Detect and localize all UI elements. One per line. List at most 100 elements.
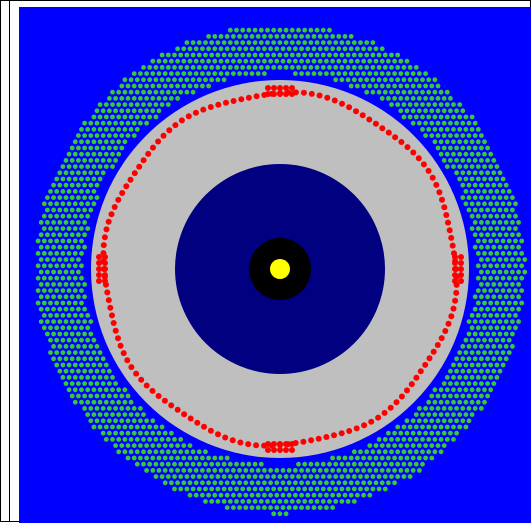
green-dot-icon — [60, 275, 66, 281]
green-dot-icon — [156, 443, 162, 448]
green-dot-icon — [63, 282, 69, 287]
green-dot-icon — [513, 275, 518, 281]
green-dot-icon — [479, 356, 484, 362]
green-dot-icon — [448, 145, 453, 151]
green-dot-icon — [57, 170, 63, 176]
green-dot-icon — [432, 102, 438, 107]
green-dot-icon — [497, 232, 503, 238]
green-dot-icon — [370, 77, 376, 83]
red-dot-icon — [96, 260, 102, 266]
green-dot-icon — [88, 145, 94, 151]
green-dot-icon — [482, 300, 487, 306]
green-dot-icon — [469, 127, 475, 132]
red-dot-icon — [178, 117, 185, 124]
green-dot-icon — [45, 207, 50, 213]
green-dot-icon — [438, 387, 444, 393]
red-dot-icon — [271, 85, 277, 91]
green-dot-icon — [466, 207, 472, 213]
green-dot-icon — [147, 77, 153, 83]
green-dot-icon — [63, 182, 69, 188]
green-dot-icon — [218, 455, 224, 461]
green-dot-icon — [119, 406, 125, 411]
green-dot-icon — [97, 375, 103, 380]
green-dot-icon — [404, 58, 410, 64]
green-dot-icon — [169, 83, 174, 89]
red-dot-icon — [452, 272, 458, 278]
green-dot-icon — [249, 492, 255, 498]
green-dot-icon — [491, 282, 497, 287]
green-dot-icon — [463, 189, 469, 194]
green-dot-icon — [432, 387, 438, 393]
green-dot-icon — [404, 96, 410, 101]
green-dot-icon — [76, 306, 81, 312]
green-dot-icon — [379, 83, 385, 89]
green-dot-icon — [330, 71, 335, 76]
green-dot-icon — [457, 412, 463, 417]
green-dot-icon — [355, 492, 360, 498]
green-dot-icon — [463, 176, 469, 182]
green-dot-icon — [107, 158, 112, 163]
green-dot-icon — [454, 145, 459, 151]
green-dot-icon — [491, 195, 497, 201]
green-dot-icon — [345, 65, 351, 70]
green-dot-icon — [491, 182, 497, 188]
green-dot-icon — [479, 170, 484, 176]
green-dot-icon — [494, 313, 500, 318]
green-dot-icon — [72, 226, 78, 232]
green-dot-icon — [457, 399, 463, 405]
green-dot-icon — [227, 486, 233, 492]
green-dot-icon — [361, 46, 366, 52]
green-dot-icon — [435, 120, 441, 126]
green-dot-icon — [103, 424, 109, 430]
green-dot-icon — [76, 294, 81, 300]
green-dot-icon — [69, 282, 75, 287]
green-dot-icon — [497, 331, 503, 337]
green-dot-icon — [162, 430, 168, 436]
green-dot-icon — [51, 319, 56, 324]
green-dot-icon — [314, 461, 320, 467]
green-dot-icon — [392, 430, 397, 436]
red-dot-icon — [245, 94, 252, 101]
green-dot-icon — [57, 331, 63, 337]
green-dot-icon — [76, 257, 81, 262]
green-dot-icon — [451, 412, 456, 417]
red-dot-icon — [452, 266, 458, 272]
green-dot-icon — [85, 387, 91, 393]
render-viewport[interactable] — [19, 7, 531, 523]
green-dot-icon — [516, 306, 521, 312]
green-dot-icon — [361, 71, 366, 76]
green-dot-icon — [63, 344, 69, 349]
green-dot-icon — [351, 52, 357, 58]
green-dot-icon — [500, 176, 506, 182]
green-dot-icon — [367, 492, 373, 498]
green-dot-icon — [296, 461, 301, 467]
yellow-center-dot[interactable] — [270, 259, 290, 279]
green-dot-icon — [479, 220, 484, 225]
green-dot-icon — [482, 139, 487, 145]
green-dot-icon — [252, 499, 258, 504]
green-dot-icon — [485, 232, 490, 238]
green-dot-icon — [79, 127, 84, 132]
green-dot-icon — [246, 474, 252, 479]
green-dot-icon — [85, 189, 91, 194]
red-dot-icon — [207, 427, 214, 434]
green-dot-icon — [72, 387, 78, 393]
green-dot-icon — [175, 443, 181, 448]
green-dot-icon — [234, 461, 239, 467]
green-dot-icon — [479, 269, 484, 275]
green-dot-icon — [131, 108, 137, 114]
green-dot-icon — [203, 486, 208, 492]
green-dot-icon — [97, 127, 103, 132]
green-dot-icon — [342, 455, 348, 461]
green-dot-icon — [125, 96, 131, 101]
green-dot-icon — [485, 182, 490, 188]
green-dot-icon — [497, 257, 503, 262]
green-dot-icon — [100, 381, 106, 386]
green-dot-icon — [432, 139, 438, 145]
red-dot-icon — [131, 170, 138, 177]
green-dot-icon — [379, 71, 385, 76]
visualization-canvas[interactable] — [19, 7, 531, 523]
green-dot-icon — [503, 344, 509, 349]
green-dot-icon — [82, 368, 87, 374]
green-dot-icon — [417, 71, 422, 76]
